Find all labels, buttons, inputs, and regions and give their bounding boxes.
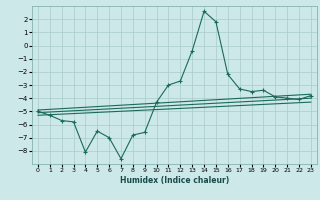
X-axis label: Humidex (Indice chaleur): Humidex (Indice chaleur) <box>120 176 229 185</box>
